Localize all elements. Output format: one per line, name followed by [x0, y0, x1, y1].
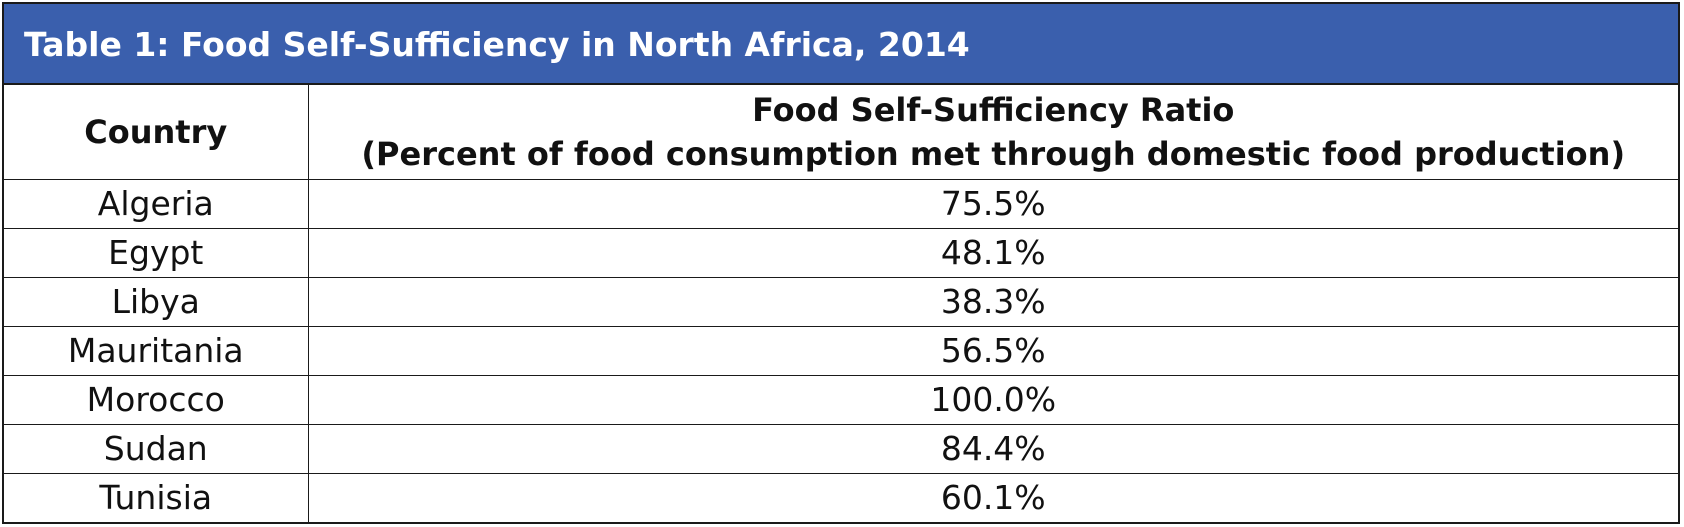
table-row: Egypt 48.1% — [4, 228, 1678, 278]
cell-ratio: 100.0% — [307, 375, 1678, 425]
cell-ratio: 60.1% — [307, 473, 1678, 522]
table-row: Tunisia 60.1% — [4, 473, 1678, 522]
cell-ratio: 84.4% — [307, 424, 1678, 474]
data-table: Country Food Self-Sufficiency Ratio (Per… — [4, 85, 1678, 522]
column-header-ratio-line1: Food Self-Sufficiency Ratio — [752, 91, 1235, 129]
cell-country: Tunisia — [4, 473, 309, 522]
cell-ratio: 38.3% — [307, 277, 1678, 327]
header-row: Country Food Self-Sufficiency Ratio (Per… — [4, 85, 1678, 180]
cell-country: Morocco — [4, 375, 309, 425]
column-header-ratio: Food Self-Sufficiency Ratio (Percent of … — [307, 85, 1678, 180]
cell-ratio: 48.1% — [307, 228, 1678, 278]
cell-country: Egypt — [4, 228, 309, 278]
cell-ratio: 56.5% — [307, 326, 1678, 376]
table-row: Algeria 75.5% — [4, 179, 1678, 229]
cell-country: Sudan — [4, 424, 309, 474]
cell-country: Mauritania — [4, 326, 309, 376]
column-header-country: Country — [4, 85, 309, 180]
column-header-ratio-line2: (Percent of food consumption met through… — [361, 135, 1626, 173]
cell-ratio: 75.5% — [307, 179, 1678, 229]
cell-country: Libya — [4, 277, 309, 327]
table-title: Table 1: Food Self-Sufficiency in North … — [4, 4, 1678, 85]
cell-country: Algeria — [4, 179, 309, 229]
table-row: Mauritania 56.5% — [4, 326, 1678, 376]
table-row: Sudan 84.4% — [4, 424, 1678, 474]
table-row: Morocco 100.0% — [4, 375, 1678, 425]
table-row: Libya 38.3% — [4, 277, 1678, 327]
